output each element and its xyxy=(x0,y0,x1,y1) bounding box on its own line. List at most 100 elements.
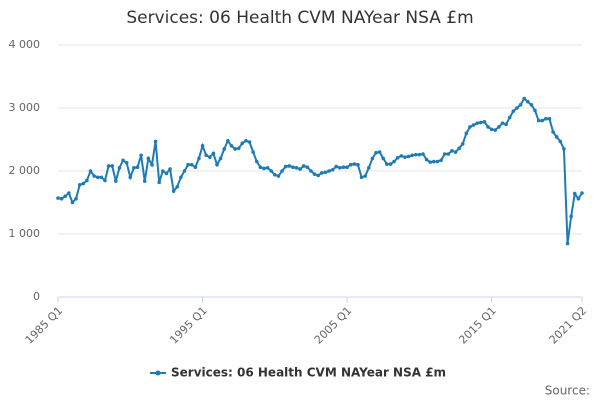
point xyxy=(132,166,136,170)
point xyxy=(161,169,165,173)
point xyxy=(413,152,418,157)
point xyxy=(157,180,161,185)
point xyxy=(363,174,367,178)
point xyxy=(558,139,563,144)
point xyxy=(197,156,201,161)
point xyxy=(164,171,169,176)
point xyxy=(287,164,292,168)
point xyxy=(576,196,581,201)
x-tick-label: 2005 Q1 xyxy=(312,304,355,347)
point xyxy=(410,153,414,158)
x-tick-label: 1995 Q1 xyxy=(167,304,210,347)
chart-title: Services: 06 Health CVM NAYear NSA £m xyxy=(126,8,473,28)
point xyxy=(403,155,407,159)
point xyxy=(525,99,530,104)
x-tick-label: 1985 Q1 xyxy=(23,304,66,347)
point xyxy=(291,165,295,170)
point xyxy=(453,150,458,154)
point xyxy=(283,164,288,169)
point xyxy=(551,130,555,134)
point xyxy=(352,162,357,166)
point xyxy=(124,161,129,165)
point xyxy=(421,152,425,156)
point xyxy=(320,171,324,175)
point xyxy=(95,175,100,180)
point xyxy=(446,152,451,156)
point xyxy=(312,172,317,176)
point xyxy=(215,162,219,167)
source: Source: xyxy=(545,384,590,398)
point xyxy=(77,183,82,187)
point xyxy=(200,144,205,148)
point xyxy=(207,155,212,159)
point xyxy=(424,157,429,162)
point xyxy=(99,175,104,180)
point xyxy=(63,194,68,198)
point xyxy=(103,178,107,183)
point xyxy=(175,184,180,189)
point xyxy=(428,160,433,164)
point xyxy=(500,121,505,125)
point xyxy=(150,162,154,167)
point xyxy=(522,96,526,101)
point xyxy=(544,116,548,121)
point xyxy=(341,165,346,170)
point xyxy=(81,181,86,186)
y-tick-label: 1 000 xyxy=(9,227,41,240)
point xyxy=(385,162,389,166)
point xyxy=(507,115,512,120)
point xyxy=(330,167,335,172)
point xyxy=(244,138,248,143)
point xyxy=(222,147,227,151)
point xyxy=(106,164,111,168)
point xyxy=(536,118,541,123)
point xyxy=(468,125,472,129)
point xyxy=(359,175,364,180)
point xyxy=(334,164,339,169)
point xyxy=(486,125,490,129)
point xyxy=(504,122,508,127)
point xyxy=(370,156,375,161)
point xyxy=(497,125,501,129)
x-tick-label: 2015 Q1 xyxy=(456,304,499,347)
point xyxy=(417,152,422,157)
point xyxy=(233,147,237,151)
point xyxy=(388,162,393,166)
point xyxy=(204,153,208,158)
point xyxy=(323,170,328,175)
point xyxy=(529,103,534,107)
point xyxy=(377,150,382,154)
point xyxy=(457,146,461,151)
point xyxy=(392,159,396,164)
point xyxy=(67,191,71,195)
point xyxy=(395,155,400,160)
point xyxy=(298,167,302,171)
point xyxy=(70,200,75,205)
point xyxy=(128,175,133,180)
point xyxy=(580,191,584,195)
point xyxy=(226,138,230,143)
point xyxy=(572,191,577,196)
point xyxy=(280,169,284,173)
point xyxy=(374,150,378,155)
point xyxy=(193,165,198,170)
point xyxy=(254,159,259,164)
point xyxy=(269,169,274,173)
point xyxy=(88,169,93,173)
point xyxy=(240,141,245,146)
point xyxy=(356,162,360,167)
point xyxy=(511,109,516,113)
point xyxy=(258,165,263,170)
point xyxy=(92,174,96,178)
point xyxy=(117,166,122,170)
point xyxy=(327,169,331,173)
point xyxy=(110,164,115,168)
point xyxy=(171,189,176,193)
x-tick-label: 2021 Q2 xyxy=(547,304,590,347)
point xyxy=(309,169,313,173)
point xyxy=(135,165,140,170)
y-tick-label: 2 000 xyxy=(9,164,41,177)
point xyxy=(482,120,487,124)
point xyxy=(236,146,241,151)
point xyxy=(179,175,183,180)
